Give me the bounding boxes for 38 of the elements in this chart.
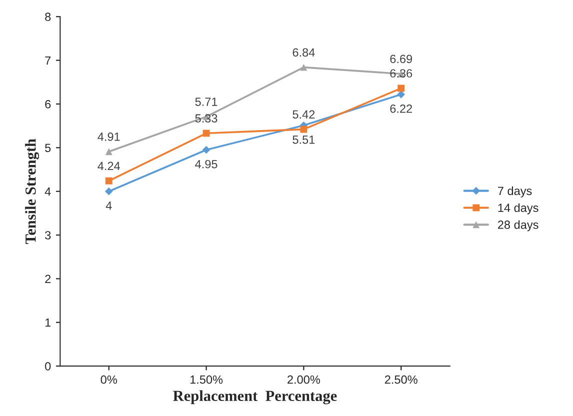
- y-tick-label: 6: [45, 100, 51, 108]
- data-label: 5.42: [292, 110, 315, 119]
- x-axis-title: Replacement Percentage: [173, 390, 337, 404]
- point: [202, 130, 210, 137]
- y-tick-label: 1: [45, 318, 51, 327]
- data-label: 5.51: [292, 136, 315, 144]
- data-label: 6.36: [390, 69, 412, 78]
- y-axis-title: Tensile Strength: [25, 138, 40, 244]
- data-label: 4.91: [98, 132, 120, 141]
- point: [398, 84, 405, 92]
- y-tick-label: 5: [45, 144, 51, 152]
- data-label: 6.84: [292, 48, 315, 57]
- legend-label: 14 days: [498, 203, 538, 214]
- y-tick-label: 4: [44, 188, 51, 196]
- point: [300, 126, 308, 133]
- y-tick-label: 0: [45, 362, 51, 370]
- y-tick-label: 8: [45, 12, 51, 22]
- data-label: 6.69: [390, 54, 412, 64]
- point: [300, 64, 308, 71]
- y-tick-label: 3: [45, 231, 51, 240]
- y-tick-label: 2: [45, 274, 51, 283]
- legend-label: 28 days: [498, 220, 538, 232]
- legend-label: 7 days: [498, 186, 532, 198]
- data-label: 4: [106, 202, 112, 210]
- point: [105, 177, 112, 184]
- x-tick-label: 0%: [100, 375, 117, 384]
- y-tick-label: 7: [45, 56, 51, 65]
- data-label: 4.24: [98, 162, 120, 170]
- point: [104, 187, 113, 196]
- data-label: 6.22: [390, 104, 412, 113]
- x-tick-label: 1.50%: [190, 375, 223, 384]
- x-tick-label: 2.00%: [288, 375, 320, 384]
- x-tick-label: 2.50%: [384, 375, 418, 384]
- point: [202, 146, 210, 154]
- data-label: 5.71: [195, 98, 218, 106]
- data-label: 5.33: [195, 114, 218, 123]
- data-label: 4.95: [195, 160, 218, 168]
- point: [105, 148, 112, 156]
